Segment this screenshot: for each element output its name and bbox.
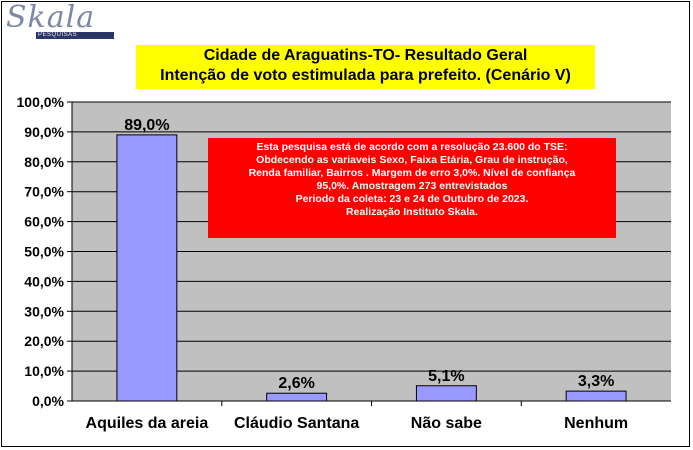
y-tick-label: 30,0%: [24, 303, 64, 319]
y-tick-label: 90,0%: [24, 124, 64, 140]
y-tick-label: 100,0%: [17, 94, 65, 110]
y-tick-label: 0,0%: [32, 393, 64, 409]
bar: [565, 390, 627, 402]
y-tick-label: 10,0%: [24, 363, 64, 379]
y-tick-label: 40,0%: [24, 273, 64, 289]
chart-title-line-2: Intenção de voto estimulada para prefeit…: [160, 67, 571, 84]
category-label: Aquiles da areia: [86, 415, 209, 432]
note-line: Obdecendo as variaveis Sexo, Faixa Etári…: [256, 154, 568, 166]
bar: [116, 134, 178, 402]
methodology-note: Esta pesquisa está de acordo com a resol…: [208, 138, 616, 238]
bar: [415, 385, 477, 402]
data-label: 3,3%: [578, 373, 614, 390]
skala-logo: Skala PESQUISAS: [6, 0, 114, 42]
note-line: Realização Instituto Skala.: [346, 206, 478, 218]
y-tick-label: 50,0%: [24, 244, 64, 260]
note-line: Esta pesquisa está de acordo com a resol…: [256, 141, 568, 153]
y-tick-label: 60,0%: [24, 214, 64, 230]
chart-title-box: Cidade de Araguatins-TO- Resultado Geral…: [136, 45, 595, 89]
y-tick-label: 80,0%: [24, 154, 64, 170]
note-line: 95,0%. Amostragem 273 entrevistados: [316, 180, 508, 192]
category-label: Não sabe: [411, 415, 482, 432]
category-label: Nenhum: [564, 415, 628, 432]
data-label: 5,1%: [428, 368, 464, 385]
y-tick-label: 20,0%: [24, 333, 64, 349]
logo-word: Skala: [6, 0, 96, 35]
note-line: Periodo da coleta: 23 e 24 de Outubro de…: [295, 193, 529, 205]
data-label: 2,6%: [278, 375, 314, 392]
logo-subtitle: PESQUISAS: [38, 32, 78, 38]
logo-bar: [36, 32, 114, 39]
chart-title-line-1: Cidade de Araguatins-TO- Resultado Geral: [203, 47, 528, 64]
category-label: Cláudio Santana: [234, 415, 359, 432]
note-line: Renda familiar, Bairros . Margem de erro…: [248, 167, 576, 179]
y-tick-label: 70,0%: [24, 184, 64, 200]
data-label: 89,0%: [124, 117, 169, 134]
bar: [266, 392, 328, 402]
